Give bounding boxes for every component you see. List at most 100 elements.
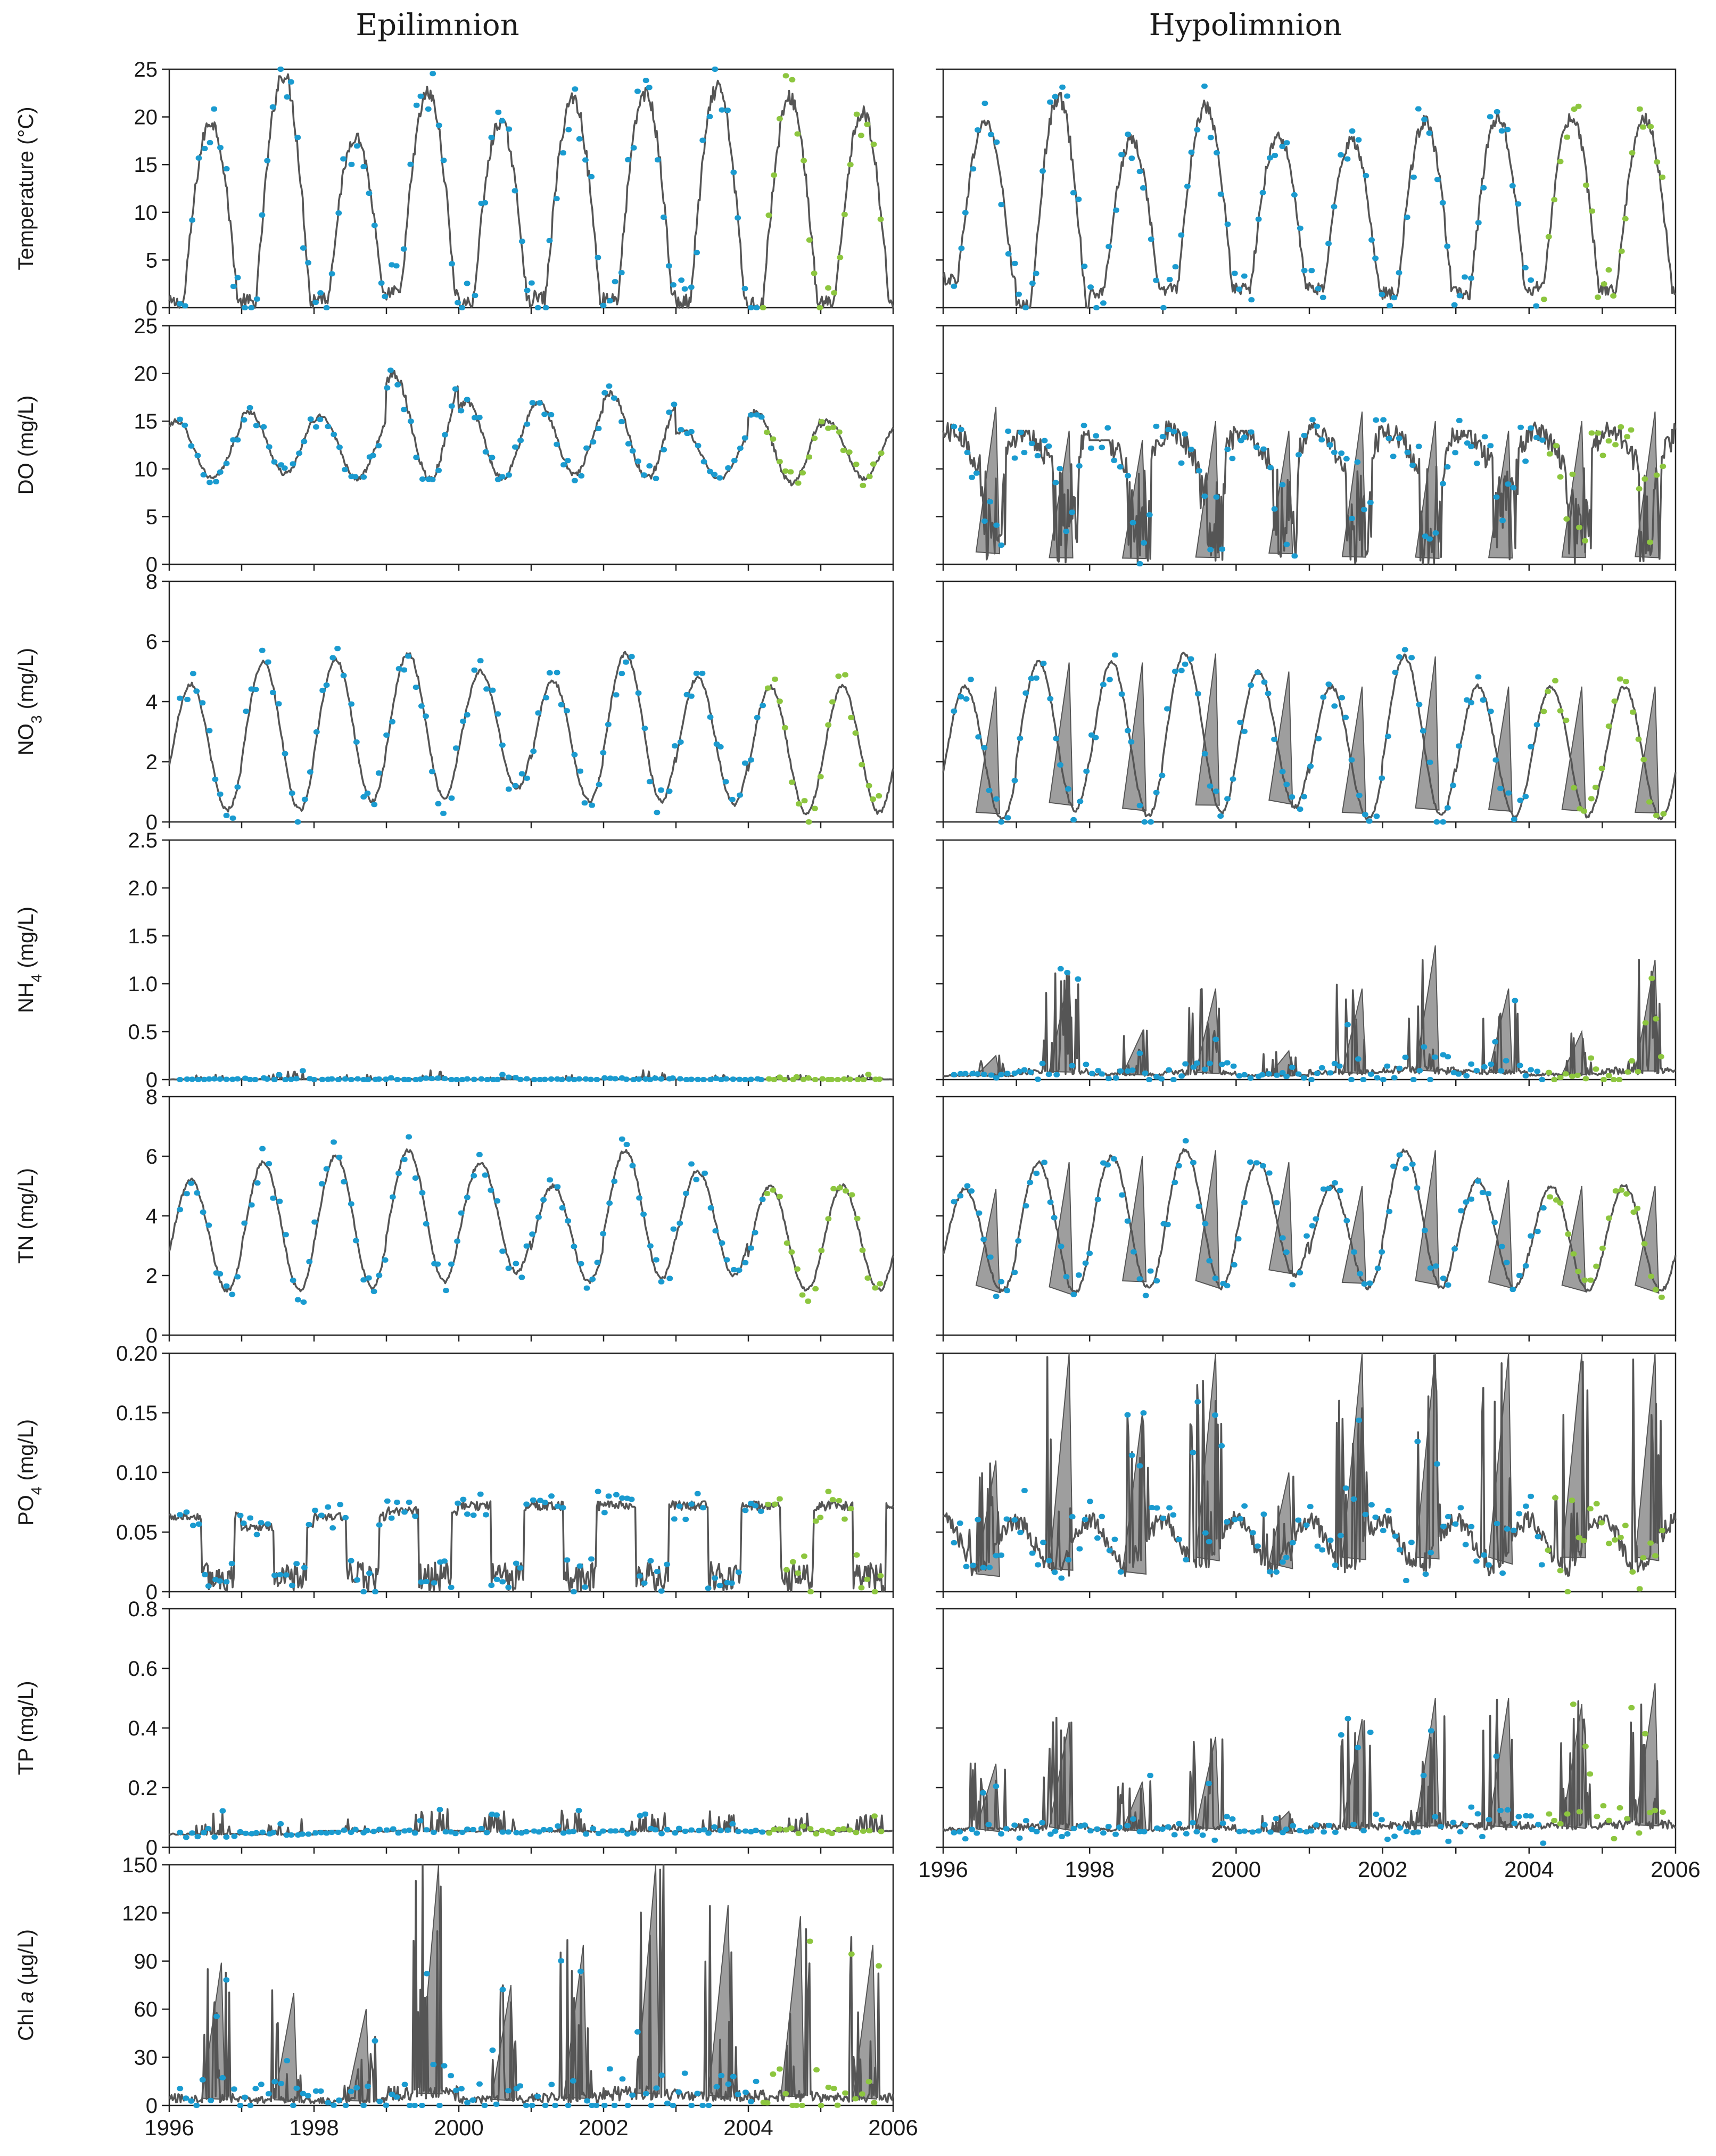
calibration-point	[1052, 1828, 1059, 1834]
calibration-point	[278, 2080, 285, 2086]
calibration-point	[195, 155, 202, 161]
validation-point	[830, 1186, 837, 1191]
calibration-point	[1011, 1270, 1018, 1276]
validation-point	[794, 1266, 801, 1272]
y-tick-label: 120	[122, 1902, 158, 1925]
calibration-point	[1260, 446, 1267, 452]
calibration-point	[1331, 703, 1338, 709]
calibration-point	[1390, 1163, 1397, 1169]
calibration-point	[1540, 1840, 1547, 1846]
validation-point	[1612, 1188, 1619, 1194]
calibration-point	[182, 303, 188, 309]
calibration-point	[555, 1823, 562, 1829]
calibration-point	[513, 1560, 519, 1566]
validation-point	[876, 1076, 883, 1082]
calibration-point	[601, 1510, 608, 1516]
calibration-point	[423, 1221, 430, 1227]
calibration-point	[661, 447, 667, 452]
calibration-point	[1391, 1833, 1398, 1839]
calibration-point	[464, 397, 471, 402]
calibration-point	[342, 2103, 349, 2108]
calibration-point	[375, 770, 382, 776]
calibration-point	[234, 1076, 241, 1082]
calibration-point	[530, 748, 537, 754]
validation-point	[1557, 159, 1564, 164]
calibration-point	[1223, 1814, 1230, 1820]
calibration-point	[1410, 1077, 1417, 1082]
calibration-point	[712, 1575, 719, 1581]
calibration-point	[1235, 1236, 1242, 1242]
calibration-point	[217, 145, 224, 151]
calibration-point	[993, 1783, 1000, 1789]
calibration-point	[1202, 1221, 1209, 1227]
calibration-point	[294, 1297, 301, 1303]
calibration-point	[1146, 1077, 1153, 1082]
validation-point	[870, 796, 877, 802]
validation-point	[825, 2085, 832, 2091]
calibration-point	[601, 390, 608, 396]
calibration-point	[576, 1563, 583, 1569]
y-axis-label: NH4 (mg/L)	[14, 907, 45, 1013]
calibration-point	[1194, 1399, 1201, 1405]
calibration-point	[1362, 812, 1368, 818]
validation-point	[783, 1567, 790, 1573]
calibration-point	[1437, 1824, 1444, 1830]
calibration-point	[981, 745, 988, 751]
validation-point	[801, 158, 807, 163]
validation-point	[1552, 678, 1559, 684]
y-tick-label: 0	[146, 1581, 158, 1604]
calibration-point	[543, 695, 550, 701]
calibration-point	[666, 788, 673, 794]
calibration-point	[1497, 1807, 1504, 1813]
calibration-point	[328, 271, 335, 277]
calibration-point	[1362, 1511, 1369, 1517]
calibration-point	[1434, 177, 1441, 183]
calibration-point	[958, 245, 965, 251]
calibration-point	[752, 1503, 759, 1509]
validation-point	[816, 305, 823, 310]
y-tick-label: 90	[134, 1950, 158, 1973]
calibration-point	[413, 455, 420, 460]
calibration-point	[199, 2077, 206, 2083]
calibration-point	[1128, 739, 1135, 745]
validation-point	[811, 270, 818, 276]
calibration-point	[1283, 1554, 1290, 1560]
calibration-point	[1106, 677, 1113, 682]
validation-point	[1587, 1277, 1594, 1283]
calibration-point	[269, 689, 276, 695]
calibration-point	[559, 1205, 566, 1211]
validation-point	[1546, 1811, 1553, 1817]
calibration-point	[1033, 1829, 1040, 1834]
calibration-point	[1283, 140, 1290, 146]
calibration-point	[536, 400, 543, 406]
validation-point	[1636, 1586, 1643, 1592]
y-tick-label: 0	[146, 811, 158, 834]
calibration-point	[1237, 720, 1244, 726]
validation-point	[1605, 438, 1612, 444]
calibration-point	[712, 67, 719, 72]
calibration-point	[194, 1190, 201, 1196]
panel-nh4-epilimnion: 00.51.01.52.02.5	[128, 829, 894, 1092]
calibration-point	[376, 1826, 383, 1832]
calibration-point	[1040, 661, 1047, 666]
calibration-point	[1283, 1074, 1290, 1080]
y-tick-label: 0	[146, 2094, 158, 2118]
calibration-point	[1147, 1268, 1154, 1274]
validation-point	[776, 459, 783, 465]
calibration-point	[477, 658, 484, 664]
calibration-point	[1201, 83, 1208, 89]
calibration-point	[1510, 485, 1517, 491]
calibration-point	[1087, 284, 1094, 290]
calibration-point	[499, 1248, 506, 1254]
calibration-point	[481, 2103, 488, 2108]
calibration-point	[1077, 799, 1084, 804]
calibration-point	[951, 283, 958, 289]
calibration-point	[317, 417, 324, 423]
calibration-point	[412, 684, 419, 690]
calibration-point	[1320, 694, 1327, 700]
calibration-point	[440, 158, 447, 163]
calibration-point	[401, 1156, 408, 1162]
calibration-point	[693, 670, 700, 676]
calibration-point	[1112, 1075, 1119, 1081]
